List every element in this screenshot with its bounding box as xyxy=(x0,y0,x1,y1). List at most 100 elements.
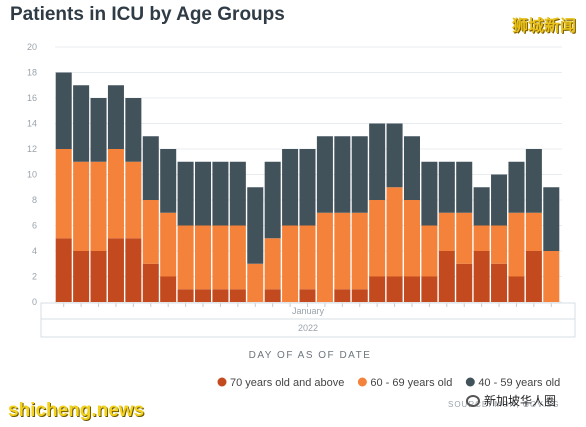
x-axis: January 2022 xyxy=(40,302,576,338)
bar-segment-series-0 xyxy=(264,289,281,302)
bar-segment-series-1 xyxy=(55,149,72,239)
bar-segment-series-1 xyxy=(160,212,177,277)
y-tick-label: 0 xyxy=(32,297,37,307)
bar-segment-series-1 xyxy=(403,200,420,277)
bar-segment-series-2 xyxy=(125,98,142,162)
bar-segment-series-1 xyxy=(107,149,124,239)
bar-segment-series-2 xyxy=(55,72,72,149)
bar-segment-series-2 xyxy=(543,187,560,251)
bar-segment-series-2 xyxy=(525,149,542,213)
bar-segment-series-2 xyxy=(177,161,194,226)
bar-segment-series-2 xyxy=(508,161,525,213)
bar-segment-series-0 xyxy=(90,251,107,302)
wechat-watermark-label: 新加坡华人圈 xyxy=(484,394,557,408)
bar-segment-series-1 xyxy=(247,263,264,302)
bar-segment-series-2 xyxy=(334,136,351,213)
bar-segment-series-1 xyxy=(369,200,386,277)
bar-segment-series-1 xyxy=(90,161,107,251)
bar-segment-series-0 xyxy=(212,289,229,302)
bar-segment-series-0 xyxy=(369,276,386,302)
bar-segment-series-0 xyxy=(334,289,351,302)
bar-segment-series-1 xyxy=(421,225,438,277)
legend-swatch-1 xyxy=(357,377,367,387)
brand-logo-text: 狮城新闻 xyxy=(511,16,576,35)
bar-segment-series-0 xyxy=(195,289,212,302)
bar-segment-series-0 xyxy=(403,276,420,302)
y-tick-label: 2 xyxy=(32,272,37,282)
bar-segment-series-2 xyxy=(473,187,490,226)
legend-swatch-2 xyxy=(465,377,475,387)
bar-segment-series-2 xyxy=(212,161,229,226)
site-watermark: shicheng.news xyxy=(8,400,145,421)
bar-segment-series-1 xyxy=(473,225,490,251)
y-tick-label: 20 xyxy=(27,42,37,52)
bar-segment-series-2 xyxy=(160,149,177,213)
bar-segment-series-1 xyxy=(73,161,90,251)
legend-swatch-0 xyxy=(217,377,227,387)
bar-segment-series-2 xyxy=(299,149,316,226)
bar-segment-series-2 xyxy=(247,187,264,264)
y-axis-ticks: 0 2 4 6 8 10 12 14 16 18 20 xyxy=(27,42,37,307)
bar-segment-series-0 xyxy=(438,251,455,302)
bar-segment-series-2 xyxy=(421,161,438,226)
bar-segment-series-2 xyxy=(491,174,508,226)
x-axis-box xyxy=(40,302,576,338)
bar-segment-series-1 xyxy=(438,212,455,251)
bar-segment-series-2 xyxy=(195,161,212,226)
bar-segment-series-2 xyxy=(456,161,473,213)
bar-segment-series-1 xyxy=(456,212,473,264)
bar-segment-series-1 xyxy=(299,225,316,290)
legend-label-1: 60 - 69 years old xyxy=(370,377,452,389)
bar-segment-series-1 xyxy=(212,225,229,290)
bar-segment-series-0 xyxy=(55,238,72,302)
bar-segment-series-0 xyxy=(160,276,177,302)
bar-segment-series-0 xyxy=(473,251,490,302)
y-tick-label: 4 xyxy=(32,246,37,256)
bar-segment-series-1 xyxy=(543,251,560,302)
bar-segment-series-0 xyxy=(299,289,316,302)
bar-segment-series-2 xyxy=(142,136,159,200)
x-month-label: January xyxy=(292,306,325,316)
bar-segment-series-0 xyxy=(456,263,473,302)
bar-segment-series-2 xyxy=(282,149,299,226)
bar-segment-series-2 xyxy=(73,85,90,162)
bar-segment-series-1 xyxy=(125,161,142,239)
bar-segment-series-2 xyxy=(229,161,246,226)
bar-layer xyxy=(55,72,560,307)
bar-segment-series-2 xyxy=(264,161,281,239)
bar-segment-series-0 xyxy=(229,289,246,302)
y-tick-label: 8 xyxy=(32,195,37,205)
y-tick-label: 12 xyxy=(27,144,37,154)
bar-segment-series-0 xyxy=(386,276,403,302)
bar-segment-series-2 xyxy=(107,85,124,149)
bar-segment-series-1 xyxy=(351,212,368,290)
bar-segment-series-2 xyxy=(403,136,420,200)
bar-segment-series-0 xyxy=(125,238,142,302)
bar-segment-series-1 xyxy=(282,225,299,302)
legend-label-2: 40 - 59 years old xyxy=(478,377,560,389)
bar-segment-series-1 xyxy=(229,225,246,290)
bar-segment-series-1 xyxy=(508,212,525,277)
bar-segment-series-0 xyxy=(73,251,90,302)
bar-segment-series-1 xyxy=(334,212,351,290)
bar-segment-series-0 xyxy=(107,238,124,302)
bar-segment-series-2 xyxy=(386,123,403,188)
y-tick-label: 6 xyxy=(32,221,37,231)
bar-segment-series-0 xyxy=(508,276,525,302)
bar-segment-series-0 xyxy=(177,289,194,302)
wechat-icon xyxy=(466,394,480,407)
y-tick-label: 16 xyxy=(27,93,37,103)
chart-title: Patients in ICU by Age Groups xyxy=(10,4,285,25)
bar-segment-series-0 xyxy=(142,263,159,302)
bar-segment-series-1 xyxy=(195,225,212,290)
y-tick-label: 14 xyxy=(27,119,37,129)
legend-label-0: 70 years old and above xyxy=(230,377,344,389)
y-tick-label: 18 xyxy=(27,68,37,78)
bar-segment-series-2 xyxy=(438,161,455,213)
x-year-label: 2022 xyxy=(298,323,318,333)
x-axis-title: DAY OF AS OF DATE xyxy=(249,350,372,361)
wechat-watermark: 新加坡华人圈 xyxy=(466,392,556,409)
bar-segment-series-1 xyxy=(491,225,508,264)
bar-segment-series-2 xyxy=(369,123,386,200)
